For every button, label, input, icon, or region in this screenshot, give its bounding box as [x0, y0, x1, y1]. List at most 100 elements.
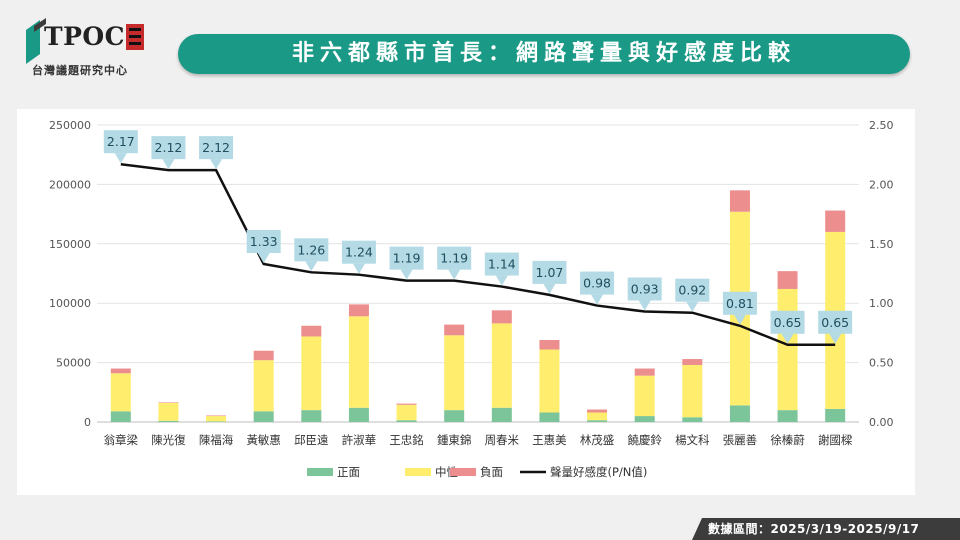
bar-segment-中性	[158, 402, 179, 421]
bar-segment-負面	[158, 402, 179, 403]
data-label-text: 0.81	[726, 296, 754, 311]
bar-segment-正面	[682, 417, 703, 422]
bar-segment-正面	[587, 420, 608, 422]
data-label-box	[770, 310, 805, 334]
bar-segment-中性	[444, 335, 465, 411]
data-label-pointer	[543, 283, 556, 294]
bar-segment-負面	[444, 324, 465, 336]
data-label-text: 2.17	[107, 134, 135, 149]
data-label-box	[818, 310, 853, 334]
data-label-text: 2.12	[202, 140, 230, 155]
bar-segment-中性	[110, 373, 131, 412]
bar-segment-負面	[301, 325, 322, 337]
data-label: 0.98	[580, 271, 615, 305]
data-label-box	[389, 246, 424, 270]
y-tick-label: 250000	[49, 119, 91, 132]
data-label-box	[103, 130, 138, 154]
data-label-text: 1.07	[536, 265, 564, 280]
legend-label: 正面	[337, 465, 360, 479]
data-label-box	[341, 240, 376, 264]
data-label: 2.17	[103, 130, 138, 164]
bar-segment-負面	[348, 304, 369, 317]
y2-tick-label: 1.00	[869, 297, 894, 310]
bar-segment-正面	[777, 410, 798, 422]
bar-segment-負面	[491, 310, 512, 324]
bar-segment-負面	[206, 415, 227, 417]
bar-segment-負面	[682, 359, 703, 365]
bar-segment-正面	[348, 407, 369, 422]
data-label-box	[246, 229, 281, 253]
data-label-box	[199, 136, 234, 160]
data-label: 2.12	[199, 136, 234, 170]
bar-segment-負面	[396, 403, 417, 405]
legend-swatch	[405, 468, 431, 476]
data-label: 1.14	[484, 252, 519, 286]
x-tick-label: 黃敏惠	[246, 433, 281, 447]
x-tick-label: 王忠銘	[389, 433, 424, 447]
bar-segment-中性	[301, 336, 322, 411]
bar-segment-正面	[253, 411, 274, 422]
bar-segment-中性	[634, 375, 655, 417]
logo-text: TPOC	[44, 22, 126, 51]
data-label: 2.12	[151, 136, 186, 170]
bar-segment-正面	[110, 411, 131, 422]
bar-segment-正面	[634, 416, 655, 422]
data-label: 1.24	[341, 240, 376, 274]
data-label-text: 0.65	[774, 315, 802, 330]
bar-segment-正面	[825, 408, 846, 422]
bar-segment-正面	[539, 412, 560, 422]
data-label-text: 1.33	[250, 234, 278, 249]
data-label-pointer	[495, 275, 508, 286]
data-label-box	[580, 271, 615, 295]
bar-segment-中性	[253, 360, 274, 412]
bar-segment-正面	[158, 420, 179, 422]
y-tick-label: 200000	[49, 178, 91, 191]
bar-segment-負面	[587, 409, 608, 413]
data-label-pointer	[352, 263, 365, 274]
data-label-pointer	[781, 333, 794, 344]
bar-segment-負面	[825, 210, 846, 232]
bar-segment-中性	[491, 323, 512, 408]
y2-tick-label: 2.50	[869, 119, 894, 132]
combo-chart: 0 50000 100000 150000 200000 250000 0.00 0.50 1.…	[49, 119, 894, 479]
bar-segment-正面	[444, 410, 465, 422]
y2-tick-label: 0.50	[869, 357, 894, 370]
data-label: 1.33	[246, 229, 281, 263]
bar-segment-中性	[206, 416, 227, 422]
x-tick-label: 楊文科	[675, 433, 710, 447]
data-label-text: 0.93	[631, 282, 659, 297]
data-label: 0.92	[675, 278, 710, 312]
bar-segment-負面	[110, 368, 131, 374]
data-label: 1.07	[532, 260, 567, 294]
data-label: 1.19	[437, 246, 472, 280]
y-tick-label: 150000	[49, 238, 91, 251]
footer-bar: 數據區間：2025/3/19-2025/9/17	[692, 518, 960, 540]
data-label: 1.26	[294, 238, 329, 272]
data-label-box	[437, 246, 472, 270]
x-tick-label: 陳光復	[151, 433, 186, 447]
data-label-pointer	[162, 159, 175, 170]
x-tick-label: 林茂盛	[580, 433, 615, 447]
bar-segment-正面	[396, 420, 417, 422]
data-label-pointer	[400, 269, 413, 280]
y-tick-label: 50000	[56, 357, 91, 370]
x-tick-label: 饒慶鈴	[627, 433, 662, 447]
data-label-text: 1.19	[440, 251, 468, 266]
bar-segment-正面	[729, 405, 750, 422]
y2-tick-label: 2.00	[869, 178, 894, 191]
data-label-text: 0.98	[583, 276, 611, 291]
data-label-pointer	[733, 314, 746, 325]
legend-swatch	[307, 468, 333, 476]
data-label-text: 1.19	[393, 251, 421, 266]
legend-label: 負面	[480, 465, 503, 479]
bar-segment-負面	[253, 350, 274, 361]
data-label: 0.65	[770, 310, 805, 344]
page-title: 非六都縣市首長：網路聲量與好感度比較	[291, 41, 796, 66]
y2-tick-label: 1.50	[869, 238, 894, 251]
bar-segment-中性	[348, 316, 369, 408]
bar-segment-中性	[587, 412, 608, 421]
y2-tick-label: 0.00	[869, 416, 894, 429]
chart-panel: 0 50000 100000 150000 200000 250000 0.00 0.50 1.…	[17, 109, 915, 495]
x-tick-label: 翁章梁	[104, 433, 139, 447]
x-tick-label: 許淑華	[342, 433, 377, 447]
